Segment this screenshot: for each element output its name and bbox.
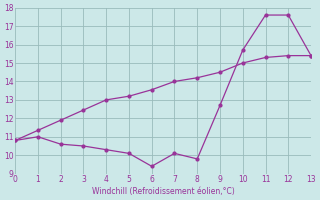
X-axis label: Windchill (Refroidissement éolien,°C): Windchill (Refroidissement éolien,°C): [92, 187, 235, 196]
